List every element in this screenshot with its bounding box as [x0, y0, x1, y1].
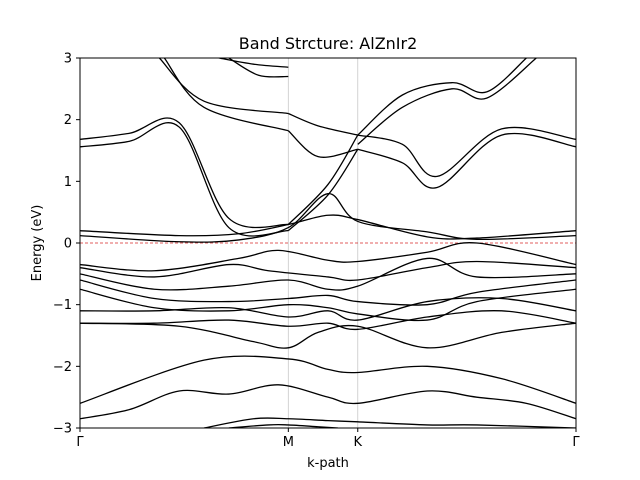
- band-line-11: [288, 112, 358, 136]
- y-tick-label: −3: [53, 422, 72, 437]
- band-line-24: [80, 322, 576, 349]
- band-line-12: [287, 130, 358, 158]
- y-axis-label: Energy (eV): [30, 205, 45, 282]
- band-line-8: [163, 58, 289, 132]
- band-line-6: [357, 132, 576, 189]
- band-line-22: [80, 297, 576, 321]
- band-line-4: [287, 148, 359, 232]
- band-line-20: [80, 279, 576, 306]
- band-line-1: [80, 117, 289, 229]
- band-line-7: [158, 58, 289, 115]
- y-tick-label: −1: [53, 298, 72, 313]
- band-line-10: [228, 58, 289, 78]
- band-line-18: [80, 260, 576, 282]
- x-tick-label: Γ: [76, 435, 84, 450]
- band-line-26: [80, 384, 576, 420]
- band-line-16: [80, 193, 576, 243]
- band-line-15: [80, 214, 576, 240]
- y-tick-label: 3: [64, 52, 72, 67]
- band-line-17: [80, 242, 576, 272]
- x-tick-label: M: [283, 435, 294, 450]
- band-line-3: [287, 134, 359, 225]
- y-axis-ticks: −3 −2 −1 0 1 2 3: [53, 52, 80, 437]
- x-tick-label: Γ: [572, 435, 580, 450]
- chart-title: Band Strcture: AlZnIr2: [239, 34, 418, 53]
- band-line-25: [80, 355, 576, 404]
- band-line-27: [203, 417, 576, 428]
- band-line-5: [357, 126, 576, 178]
- y-tick-label: 0: [64, 237, 72, 252]
- band-line-9: [218, 58, 289, 68]
- x-axis-label: k-path: [307, 456, 349, 471]
- y-tick-label: −2: [53, 360, 72, 375]
- band-line-13: [357, 58, 527, 136]
- plot-area: [80, 58, 576, 428]
- band-line-19: [80, 257, 576, 291]
- y-tick-label: 2: [64, 113, 72, 128]
- y-tick-label: 1: [64, 175, 72, 190]
- band-line-23: [80, 310, 576, 331]
- band-line-2: [80, 122, 289, 237]
- band-line-14: [357, 58, 537, 145]
- x-tick-label: K: [353, 435, 362, 450]
- band-line-28: [228, 423, 338, 428]
- band-line-21: [80, 288, 576, 322]
